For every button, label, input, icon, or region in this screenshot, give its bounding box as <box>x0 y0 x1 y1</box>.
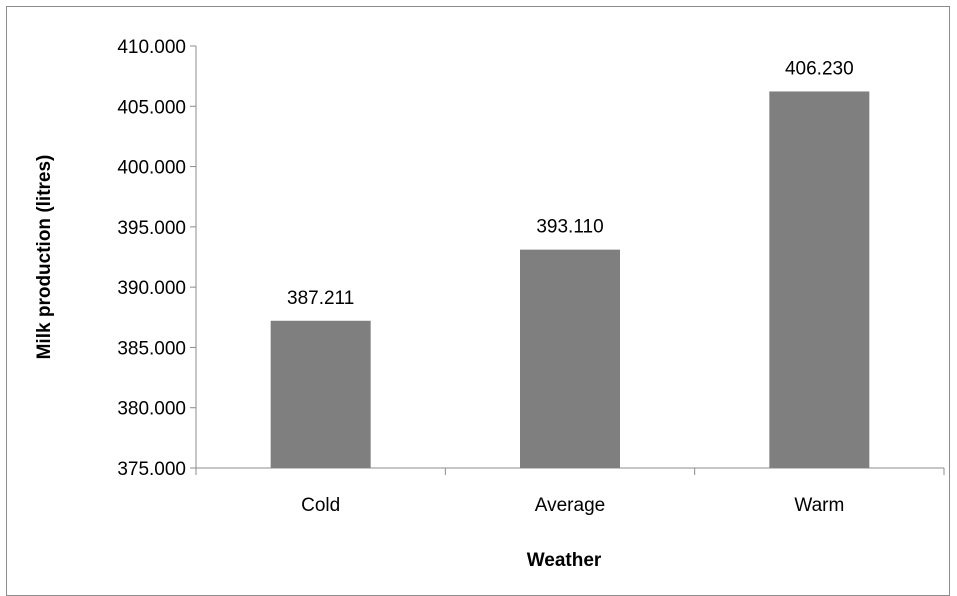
x-tick-label: Cold <box>301 495 340 516</box>
x-tick-label: Warm <box>794 495 844 516</box>
y-axis-title: Milk production (litres) <box>34 155 55 360</box>
y-axis: 375.000 380.000 385.000 390.000 395.000 400.0… <box>117 37 197 480</box>
y-tick-label: 375.000 <box>117 459 186 480</box>
bar-cold <box>270 320 371 468</box>
bar-value-label: 393.110 <box>536 217 603 238</box>
bar-value-label: 406.230 <box>785 58 854 79</box>
x-tick-label: Average <box>535 495 605 516</box>
y-tick-label: 405.000 <box>117 97 186 118</box>
bar-warm <box>769 91 870 468</box>
data-labels: 387.211 393.110 406.230 <box>287 58 854 308</box>
y-tick-label: 385.000 <box>117 338 186 359</box>
y-tick-label: 380.000 <box>117 399 186 420</box>
x-axis: Cold Average Warm <box>195 467 945 516</box>
bar-average <box>520 249 620 468</box>
bar-value-label: 387.211 <box>287 288 354 309</box>
y-tick-label: 390.000 <box>117 278 186 299</box>
x-axis-title: Weather <box>527 550 602 571</box>
y-tick-label: 400.000 <box>117 158 186 179</box>
y-tick-label: 395.000 <box>117 218 186 239</box>
bar-chart: 375.000 380.000 385.000 390.000 395.000 400.0… <box>34 37 945 571</box>
y-tick-label: 410.000 <box>117 37 186 58</box>
bars <box>270 91 870 468</box>
